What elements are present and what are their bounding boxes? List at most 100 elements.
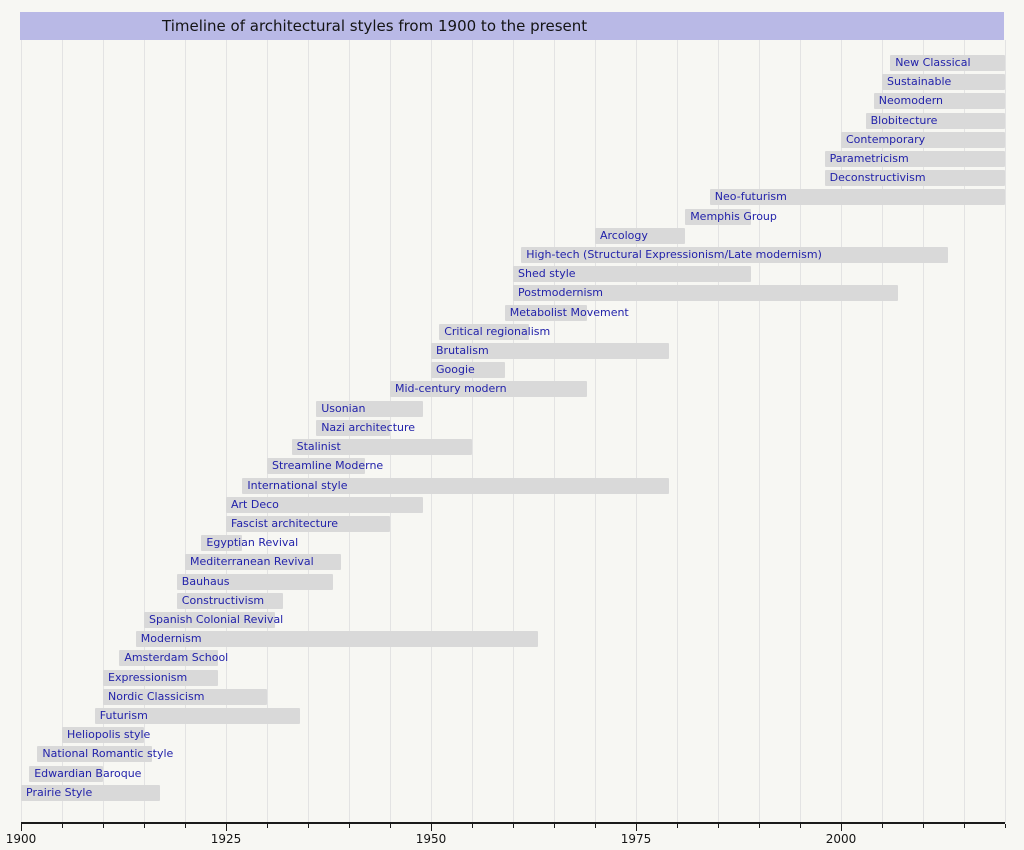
timeline-bar (103, 669, 218, 686)
gridline (267, 40, 268, 823)
style-label: Parametricism (829, 152, 909, 166)
axis-tick (554, 824, 555, 828)
style-label: Sustainable (887, 75, 952, 89)
timeline-bar (119, 650, 218, 667)
gridline (554, 40, 555, 823)
style-label: Neo-futurism (714, 190, 787, 204)
style-label: Memphis Group (690, 209, 777, 223)
style-label: Nazi architecture (321, 420, 416, 434)
style-label: Arcology (600, 228, 648, 242)
gridline (923, 40, 924, 823)
plot-area: New Classical Sustainable Neomodern Blobite… (21, 40, 1006, 823)
gridline (144, 40, 145, 823)
timeline-bar (595, 227, 686, 244)
timeline-bar (890, 55, 1005, 71)
timeline-bar (135, 631, 538, 648)
style-label: Postmodernism (518, 286, 604, 300)
style-label: Egyptian Revival (206, 536, 299, 550)
axis-tick (595, 824, 596, 828)
timeline-bar (29, 765, 103, 782)
style-label: Usonian (321, 401, 366, 415)
style-label: Neomodern (878, 94, 944, 108)
style-label: Expressionism (108, 670, 188, 684)
axis-tick (759, 824, 760, 828)
axis-tick (636, 824, 637, 831)
gridline (62, 40, 63, 823)
timeline-bar (439, 323, 530, 340)
timeline-bar (21, 784, 161, 801)
timeline-bar (513, 285, 899, 302)
gridline (636, 40, 637, 823)
axis-tick (841, 824, 842, 831)
timeline-bar (685, 208, 751, 225)
style-label: Deconstructivism (829, 171, 926, 185)
style-label: Critical regionalism (444, 324, 551, 338)
axis-tick-label: 1925 (210, 832, 242, 846)
style-label: Spanish Colonial Revival (149, 612, 284, 626)
timeline-bar (103, 688, 267, 705)
timeline-bar (709, 189, 1005, 206)
axis-tick-label: 1900 (5, 832, 37, 846)
timeline-bar (201, 535, 243, 552)
style-label: Futurism (99, 708, 148, 722)
style-label: Blobitecture (870, 113, 938, 127)
style-label: Nordic Classicism (108, 689, 205, 703)
timeline-bar (431, 343, 669, 360)
axis-tick (1005, 824, 1006, 828)
axis-tick-label: 1950 (415, 832, 447, 846)
timeline-bar (242, 477, 669, 494)
style-label: International style (247, 478, 348, 492)
gridline (513, 40, 514, 823)
gridline (431, 40, 432, 823)
timeline-bar (431, 362, 505, 379)
gridline (185, 40, 186, 823)
axis-tick (390, 824, 391, 828)
gridline (882, 40, 883, 823)
axis-tick (472, 824, 473, 828)
axis-tick-label: 1975 (620, 832, 652, 846)
axis-tick (21, 824, 22, 831)
axis-tick (226, 824, 227, 831)
style-label: Mediterranean Revival (190, 555, 314, 569)
gridline (677, 40, 678, 823)
axis-tick (882, 824, 883, 828)
style-label: Googie (436, 363, 475, 377)
gridline (718, 40, 719, 823)
gridline (964, 40, 965, 823)
axis-tick (308, 824, 309, 828)
style-label: High-tech (Structural Expressionism/Late… (526, 248, 822, 262)
gridline (759, 40, 760, 823)
axis-tick (185, 824, 186, 828)
gridline (390, 40, 391, 823)
style-label: Heliopolis style (67, 728, 151, 742)
timeline-bar (824, 151, 1005, 168)
timeline-bar (176, 573, 333, 590)
axis-tick (800, 824, 801, 828)
style-label: New Classical (895, 56, 971, 69)
timeline-bar (873, 93, 1005, 110)
style-label: Modernism (140, 632, 202, 646)
axis-tick (144, 824, 145, 828)
axis-tick (923, 824, 924, 828)
gridline (21, 40, 22, 823)
timeline-bar (316, 419, 390, 436)
style-label: Streamline Moderne (272, 459, 384, 473)
style-label: Fascist architecture (231, 516, 338, 530)
timeline-bar (513, 266, 751, 283)
style-label: Art Deco (231, 497, 279, 511)
timeline-bar (865, 112, 1005, 129)
axis-tick (103, 824, 104, 828)
style-label: Edwardian Baroque (34, 766, 142, 780)
axis-tick (431, 824, 432, 831)
timeline-bar (226, 515, 390, 532)
timeline-bar (504, 304, 587, 321)
timeline-bar (291, 439, 472, 456)
timeline-bar (267, 458, 366, 475)
gridline (226, 40, 227, 823)
timeline-bar (185, 554, 341, 571)
chart-title-bar: Timeline of architectural styles from 19… (20, 12, 1004, 40)
gridline (841, 40, 842, 823)
axis-tick (62, 824, 63, 828)
style-label: Amsterdam School (124, 651, 229, 665)
